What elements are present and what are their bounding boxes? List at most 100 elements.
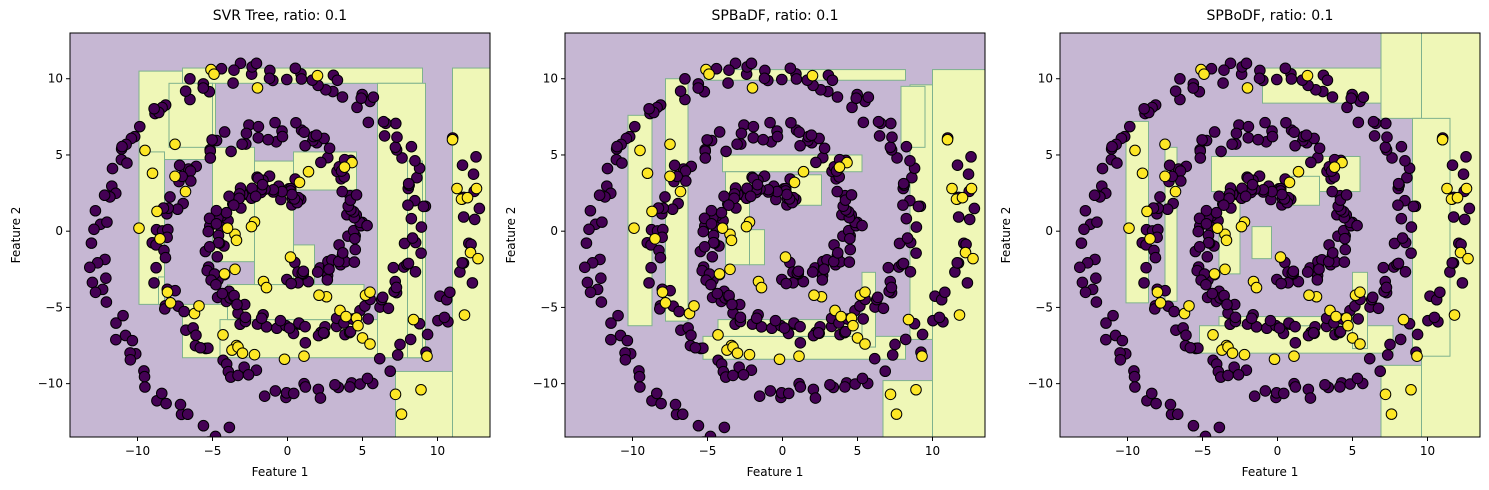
class-1-point: [1151, 286, 1164, 298]
class-0-point: [438, 311, 451, 324]
class-0-point: [654, 251, 667, 264]
class-0-point: [578, 261, 591, 274]
class-0-point: [705, 278, 717, 291]
class-1-point: [835, 310, 847, 323]
class-0-point: [879, 365, 892, 378]
class-1-point: [773, 353, 786, 366]
class-0-point: [1169, 85, 1182, 97]
class-0-point: [862, 91, 875, 104]
y-ticks: −10 −5 0 5 10: [38, 72, 70, 391]
class-0-point: [753, 390, 766, 402]
class-1-point: [1330, 310, 1342, 323]
class-0-point: [676, 408, 689, 421]
class-0-point: [704, 430, 717, 437]
class-0-point: [596, 216, 608, 228]
class-1-point: [364, 286, 376, 298]
class-0-point: [961, 277, 974, 289]
class-0-point: [406, 232, 419, 244]
class-0-point: [601, 162, 614, 175]
class-1-point: [712, 329, 724, 341]
class-1-point: [1346, 332, 1359, 344]
class-0-point: [713, 126, 726, 138]
class-0-point: [473, 202, 486, 215]
class-0-point: [1226, 138, 1238, 151]
class-0-point: [468, 213, 481, 226]
class-0-point: [1140, 261, 1152, 274]
class-0-point: [299, 381, 312, 393]
class-0-point: [1405, 221, 1418, 233]
class-0-point: [409, 155, 421, 167]
class-0-point: [581, 276, 594, 289]
class-0-point: [951, 257, 964, 269]
class-0-point: [1456, 277, 1469, 289]
class-0-point: [1280, 116, 1292, 129]
class-0-point: [362, 313, 374, 325]
x-tick-label: −10: [125, 444, 150, 458]
class-0-point: [98, 189, 111, 202]
class-0-point: [806, 266, 819, 278]
class-1-point: [1268, 353, 1281, 366]
class-0-point: [227, 77, 239, 89]
class-1-point: [664, 138, 676, 151]
class-0-point: [262, 133, 274, 146]
y-tick-label: 5: [55, 148, 63, 162]
class-0-point: [1078, 223, 1090, 236]
class-0-point: [771, 130, 784, 143]
class-1-region: [1380, 364, 1422, 437]
class-0-point: [857, 313, 869, 325]
class-0-point: [150, 261, 162, 274]
class-0-point: [1252, 133, 1264, 146]
class-1-point: [965, 182, 978, 195]
class-0-point: [910, 221, 923, 233]
panel-title: SVR Tree, ratio: 0.1: [213, 8, 347, 24]
class-0-point: [912, 200, 925, 213]
class-0-point: [197, 419, 210, 432]
class-0-point: [1184, 341, 1197, 354]
class-0-point: [692, 419, 705, 432]
class-1-point: [1250, 281, 1263, 294]
class-0-point: [611, 140, 623, 153]
class-0-point: [816, 274, 829, 286]
class-0-point: [699, 152, 712, 164]
class-1-point: [364, 338, 376, 350]
class-0-point: [1289, 139, 1301, 152]
class-1-point: [218, 268, 231, 280]
panel-spbadf: SPBaDF, ratio: 0.1 −10 −5 0 5 10 −10 −5 0 5 10 Fe…: [504, 8, 986, 479]
y-tick-label: 0: [550, 224, 558, 238]
class-1-point: [664, 170, 676, 183]
class-1-point: [245, 220, 258, 233]
class-0-point: [1363, 352, 1376, 365]
class-1-point: [311, 69, 324, 82]
class-1-point: [959, 246, 972, 259]
class-1-point: [470, 182, 483, 195]
class-0-point: [758, 72, 771, 85]
class-0-point: [390, 281, 403, 294]
class-1-point: [1451, 191, 1464, 204]
class-0-point: [1171, 408, 1184, 421]
class-0-point: [404, 333, 417, 346]
class-0-point: [784, 62, 797, 75]
class-0-point: [321, 274, 334, 286]
class-0-point: [1145, 387, 1158, 400]
class-0-point: [362, 116, 375, 129]
class-0-point: [373, 352, 386, 365]
class-1-point: [859, 338, 871, 350]
class-0-point: [276, 130, 289, 143]
class-0-point: [250, 57, 263, 70]
class-0-point: [1270, 73, 1283, 86]
class-0-point: [1248, 390, 1261, 402]
class-1-region: [900, 85, 926, 148]
class-0-point: [757, 133, 769, 146]
class-0-point: [831, 247, 844, 259]
class-0-point: [1174, 73, 1186, 85]
class-0-point: [194, 341, 207, 354]
class-0-point: [100, 272, 112, 284]
class-0-point: [239, 311, 252, 324]
class-0-point: [715, 206, 728, 219]
class-0-point: [839, 381, 851, 393]
class-0-point: [1339, 243, 1352, 256]
class-0-point: [1229, 311, 1242, 324]
class-0-point: [290, 116, 302, 129]
class-0-point: [1386, 152, 1398, 164]
class-0-point: [227, 199, 240, 211]
